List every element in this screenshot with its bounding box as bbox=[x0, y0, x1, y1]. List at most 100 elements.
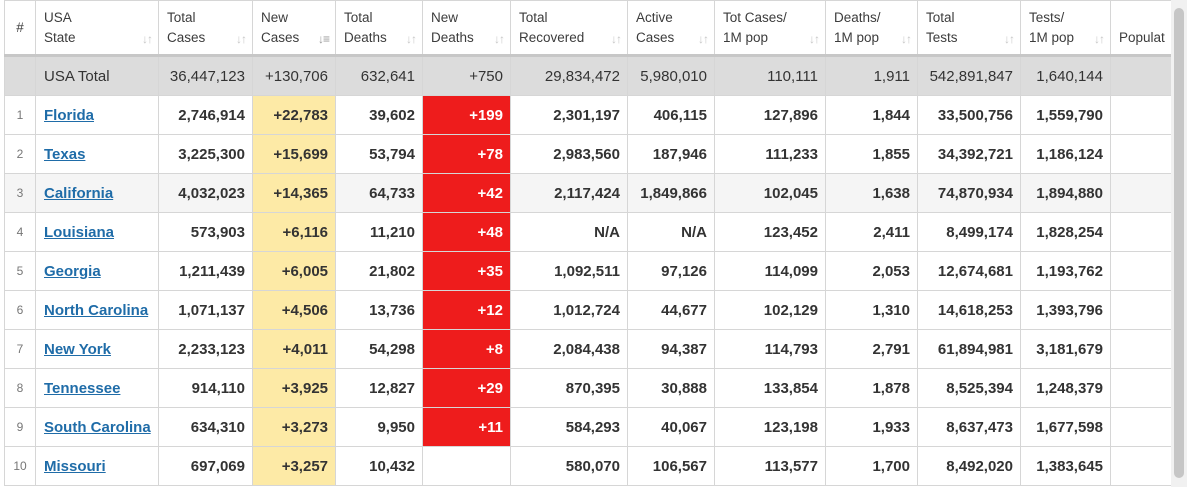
active-cases-cell: 1,849,866 bbox=[627, 173, 715, 213]
active-cases-cell: 40,067 bbox=[627, 407, 715, 447]
cases-per-million-cell: 102,129 bbox=[714, 290, 826, 330]
total-deaths-cell: 64,733 bbox=[335, 173, 423, 213]
sort-icon[interactable]: ↓↑ bbox=[698, 32, 709, 46]
cases-per-million-cell: 123,198 bbox=[714, 407, 826, 447]
tests-per-million-cell: 3,181,679 bbox=[1020, 329, 1111, 369]
total-tests-cell: 8,637,473 bbox=[917, 407, 1021, 447]
total-cases-cell: 4,032,023 bbox=[158, 173, 253, 213]
col-header-new-cases[interactable]: New Cases ↓≡ bbox=[252, 0, 336, 56]
total-recovered-cell: 1,012,724 bbox=[510, 290, 628, 330]
total-deaths-cell: 10,432 bbox=[335, 446, 423, 486]
deaths-per-million-cell: 2,791 bbox=[825, 329, 918, 369]
tests-per-million-cell: 1,828,254 bbox=[1020, 212, 1111, 252]
row-rank: 10 bbox=[4, 446, 36, 486]
active-cases-cell: 106,567 bbox=[627, 446, 715, 486]
total-recovered-cell: 2,117,424 bbox=[510, 173, 628, 213]
table-row: 8 Tennessee 914,110 +3,925 12,827 +29 870,395 3… bbox=[4, 368, 1187, 408]
new-deaths-cell: +78 bbox=[422, 134, 511, 174]
col-header-deaths-per-million[interactable]: Deaths/1M pop ↓↑ bbox=[825, 0, 918, 56]
state-cell: Florida bbox=[35, 95, 159, 135]
tests-per-million-cell: 1,559,790 bbox=[1020, 95, 1111, 135]
row-rank: 2 bbox=[4, 134, 36, 174]
sort-icon[interactable]: ↓↑ bbox=[1004, 32, 1015, 46]
sort-icon[interactable]: ↓↑ bbox=[1094, 32, 1105, 46]
total-recovered-cell: 2,301,197 bbox=[510, 95, 628, 135]
cases-per-million-cell: 127,896 bbox=[714, 95, 826, 135]
col-header-cases-per-million[interactable]: Tot Cases/1M pop ↓↑ bbox=[714, 0, 826, 56]
col-header-state[interactable]: USA State ↓↑ bbox=[35, 0, 159, 56]
active-cases-cell: 187,946 bbox=[627, 134, 715, 174]
new-cases-cell: +4,506 bbox=[252, 290, 336, 330]
total-tests-cell: 8,492,020 bbox=[917, 446, 1021, 486]
sort-icon[interactable]: ↓↑ bbox=[809, 32, 820, 46]
row-rank: 6 bbox=[4, 290, 36, 330]
total-rank-cell bbox=[4, 54, 36, 96]
sort-icon[interactable]: ↓↑ bbox=[611, 32, 622, 46]
state-link[interactable]: New York bbox=[44, 340, 111, 358]
col-header-total-deaths[interactable]: Total Deaths ↓↑ bbox=[335, 0, 423, 56]
total-deaths-cell: 21,802 bbox=[335, 251, 423, 291]
col-header-tests-per-million[interactable]: Tests/1M pop ↓↑ bbox=[1020, 0, 1111, 56]
state-link[interactable]: Louisiana bbox=[44, 223, 115, 241]
table-row: 1 Florida 2,746,914 +22,783 39,602 +199 2,301,… bbox=[4, 95, 1187, 135]
total-recovered-cell: 584,293 bbox=[510, 407, 628, 447]
col-header-total-tests[interactable]: Total Tests ↓↑ bbox=[917, 0, 1021, 56]
total-cases-cell: 914,110 bbox=[158, 368, 253, 408]
deaths-per-million-cell: 1,855 bbox=[825, 134, 918, 174]
new-deaths-cell: +12 bbox=[422, 290, 511, 330]
row-rank: 3 bbox=[4, 173, 36, 213]
sort-icon[interactable]: ↓↑ bbox=[406, 32, 417, 46]
total-recovered-cell: 1,092,511 bbox=[510, 251, 628, 291]
scrollbar-thumb[interactable] bbox=[1174, 8, 1184, 478]
row-rank: 9 bbox=[4, 407, 36, 447]
state-link[interactable]: North Carolina bbox=[44, 301, 149, 319]
usa-states-table: # USA State ↓↑ Total Cases ↓↑ New Cases ↓≡ Tot… bbox=[4, 0, 1187, 486]
sort-desc-icon[interactable]: ↓≡ bbox=[317, 32, 330, 46]
sort-icon[interactable]: ↓↑ bbox=[901, 32, 912, 46]
total-cases-cell: 1,071,137 bbox=[158, 290, 253, 330]
total-deaths-cell: 54,298 bbox=[335, 329, 423, 369]
sort-icon[interactable]: ↓↑ bbox=[494, 32, 505, 46]
state-link[interactable]: Georgia bbox=[44, 262, 101, 280]
total-tests-cell: 8,499,174 bbox=[917, 212, 1021, 252]
total-cases-cell: 2,233,123 bbox=[158, 329, 253, 369]
sort-icon[interactable]: ↓↑ bbox=[142, 32, 153, 46]
state-cell: Georgia bbox=[35, 251, 159, 291]
state-link[interactable]: South Carolina bbox=[44, 418, 151, 436]
total-deaths-cell: 53,794 bbox=[335, 134, 423, 174]
tests-per-million-cell: 1,248,379 bbox=[1020, 368, 1111, 408]
total-recovered-cell: 2,983,560 bbox=[510, 134, 628, 174]
total-deaths-cell: 12,827 bbox=[335, 368, 423, 408]
col-header-active-cases[interactable]: Active Cases ↓↑ bbox=[627, 0, 715, 56]
col-header-new-deaths[interactable]: New Deaths ↓↑ bbox=[422, 0, 511, 56]
state-link[interactable]: Missouri bbox=[44, 457, 106, 475]
total-new-cases: +130,706 bbox=[252, 54, 336, 96]
state-cell: North Carolina bbox=[35, 290, 159, 330]
total-tests-cell: 34,392,721 bbox=[917, 134, 1021, 174]
state-link[interactable]: Tennessee bbox=[44, 379, 121, 397]
total-recovered-cell: 580,070 bbox=[510, 446, 628, 486]
state-cell: New York bbox=[35, 329, 159, 369]
new-deaths-cell: +42 bbox=[422, 173, 511, 213]
deaths-per-million-cell: 2,053 bbox=[825, 251, 918, 291]
col-header-rank[interactable]: # bbox=[4, 0, 36, 56]
col-header-total-recovered[interactable]: Total Recovered ↓↑ bbox=[510, 0, 628, 56]
vertical-scrollbar[interactable] bbox=[1171, 0, 1187, 487]
state-link[interactable]: California bbox=[44, 184, 114, 202]
total-recovered-cell: 2,084,438 bbox=[510, 329, 628, 369]
total-label: USA Total bbox=[35, 54, 159, 96]
cases-per-million-cell: 111,233 bbox=[714, 134, 826, 174]
sort-icon[interactable]: ↓↑ bbox=[236, 32, 247, 46]
state-link[interactable]: Florida bbox=[44, 106, 95, 124]
col-header-total-cases[interactable]: Total Cases ↓↑ bbox=[158, 0, 253, 56]
table-row: 5 Georgia 1,211,439 +6,005 21,802 +35 1,092,51… bbox=[4, 251, 1187, 291]
active-cases-cell: 406,115 bbox=[627, 95, 715, 135]
active-cases-cell: 44,677 bbox=[627, 290, 715, 330]
table-row: 7 New York 2,233,123 +4,011 54,298 +8 2,084,43… bbox=[4, 329, 1187, 369]
new-cases-cell: +6,116 bbox=[252, 212, 336, 252]
tests-per-million-cell: 1,894,880 bbox=[1020, 173, 1111, 213]
total-tests-cell: 12,674,681 bbox=[917, 251, 1021, 291]
deaths-per-million-cell: 2,411 bbox=[825, 212, 918, 252]
table-row: 4 Louisiana 573,903 +6,116 11,210 +48 N/A N/A 12… bbox=[4, 212, 1187, 252]
state-link[interactable]: Texas bbox=[44, 145, 86, 163]
